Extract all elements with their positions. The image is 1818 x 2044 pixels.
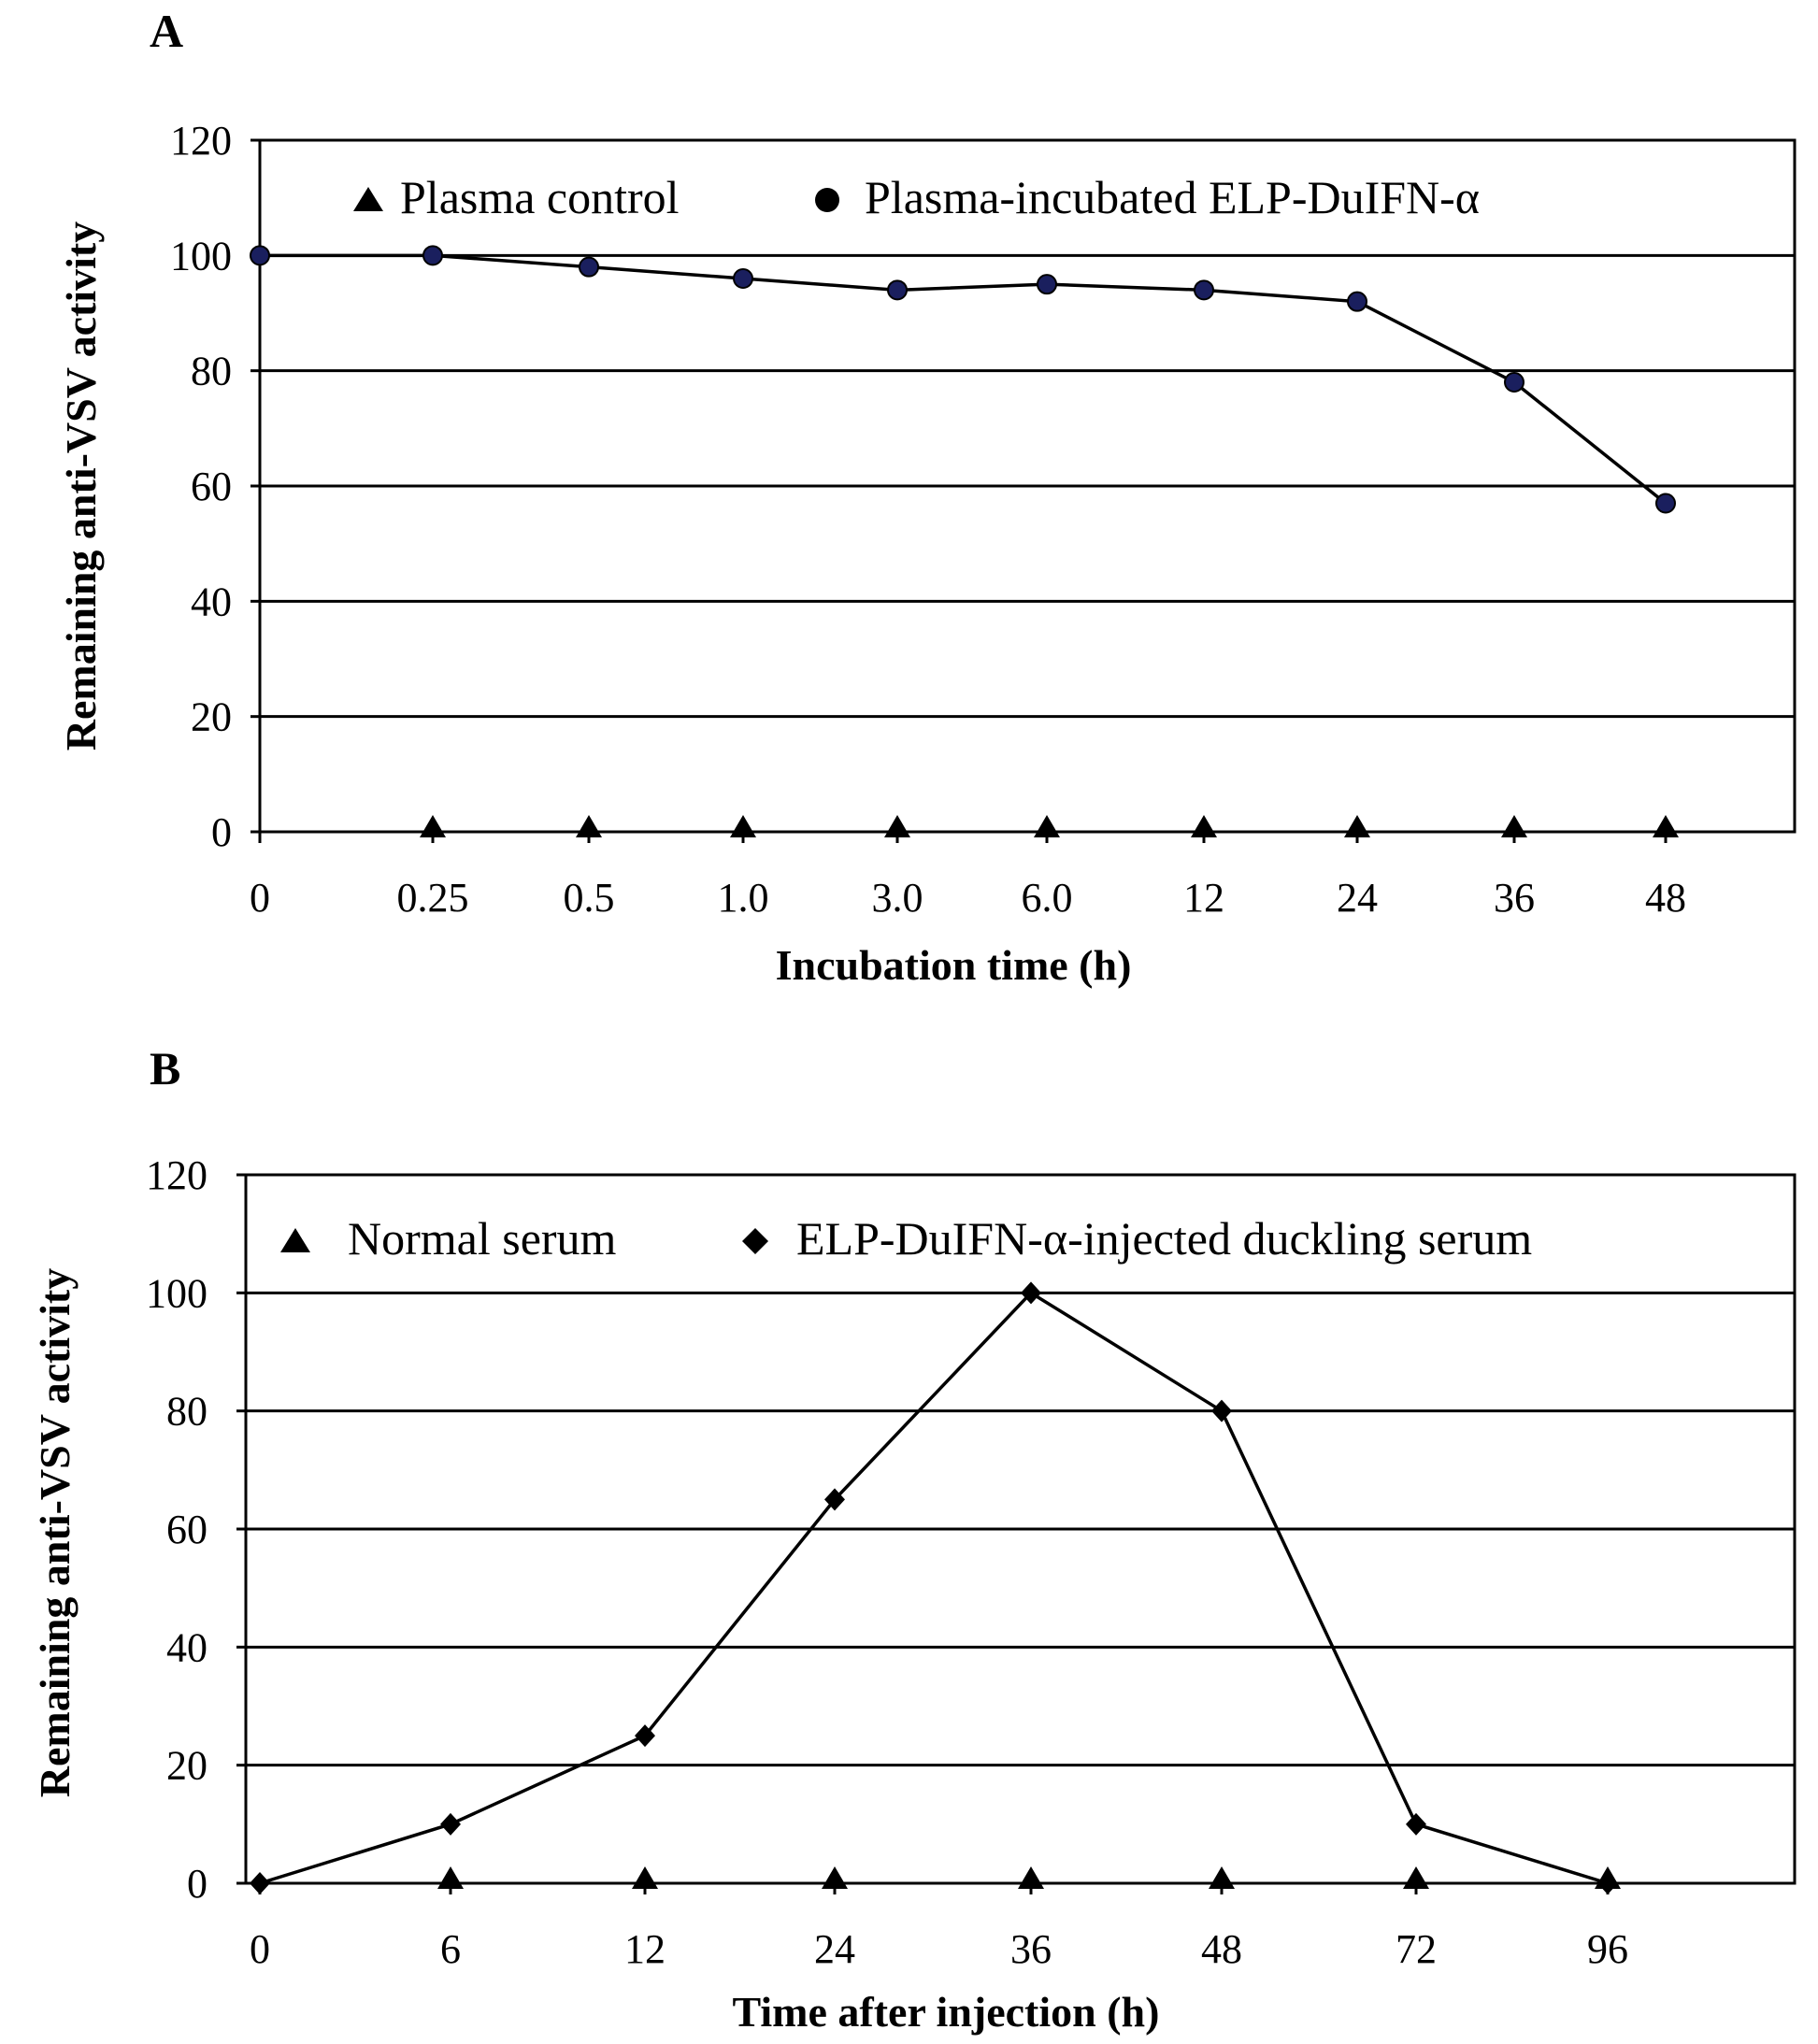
x-tick-label: 48 [1645,875,1686,921]
data-point-circle [1655,493,1676,514]
data-point-diamond [635,1724,655,1748]
data-point-circle [1194,279,1214,301]
y-tick-label: 80 [166,1389,208,1435]
data-point-triangle [1209,1866,1235,1889]
data-point-triangle [1034,815,1060,837]
data-point-circle [250,245,270,266]
data-point-diamond [440,1812,461,1836]
data-point-circle [1504,372,1525,393]
chart-panel-a: A 0 20 40 60 80 100 120 0 0.25 0.5 1.0 3.0 6.0 12 24 3… [57,5,1797,989]
x-tick-label: 0.5 [564,875,615,921]
data-point-triangle [420,815,446,837]
y-tick-label: 0 [187,1861,208,1907]
series-group-b [250,1281,1621,1894]
legend-label-plasma-control: Plasma control [400,171,680,223]
data-point-diamond [1597,1872,1618,1894]
data-point-diamond [824,1488,845,1511]
legend-marker-circle-a [815,188,839,212]
panel-label-a: A [150,5,183,57]
x-tick-label: 48 [1201,1926,1242,1972]
y-tick-label: 60 [191,464,232,509]
x-tick-label: 24 [814,1926,855,1972]
data-point-triangle [884,815,910,837]
x-tick-label: 6.0 [1022,875,1073,921]
y-tick-labels-a: 0 20 40 60 80 100 120 [170,118,260,855]
y-tick-label: 20 [191,694,232,740]
y-tick-label: 100 [146,1270,208,1316]
data-point-triangle [1403,1866,1429,1889]
x-tick-label: 12 [1183,875,1224,921]
data-point-diamond [1021,1281,1041,1305]
data-point-diamond [1211,1399,1232,1422]
data-point-circle [733,268,753,289]
x-tick-labels-b: 0 6 12 24 36 48 72 96 [250,1883,1628,1972]
x-tick-label: 0 [250,1926,270,1972]
x-axis-title-a: Incubation time (h) [776,941,1132,989]
data-point-diamond [250,1872,270,1894]
x-tick-label: 36 [1010,1926,1052,1972]
series-line-a [260,253,1668,505]
x-tick-label: 1.0 [718,875,769,921]
legend-label-plasma-incubated: Plasma-incubated ELP-DuIFN-α [865,171,1480,223]
y-tick-label: 100 [170,233,232,279]
x-tick-label: 12 [624,1926,666,1972]
data-point-triangle [1501,815,1527,837]
data-point-triangle [1018,1866,1044,1889]
data-point-diamond [1406,1812,1426,1836]
data-point-circle [1347,291,1367,312]
grid-lines-a [260,253,1795,719]
y-tick-label: 120 [170,118,232,164]
data-point-circle [422,245,443,266]
x-tick-label: 72 [1396,1926,1437,1972]
x-tick-labels-a: 0 0.25 0.5 1.0 3.0 6.0 12 24 36 48 [250,832,1686,921]
grid-lines-b [246,1291,1795,1767]
data-point-triangle [576,815,602,837]
data-point-triangle [632,1866,658,1889]
legend-label-injected-serum: ELP-DuIFN-α-injected duckling serum [796,1212,1532,1265]
legend-marker-triangle-b [280,1228,310,1252]
x-tick-label: 96 [1587,1926,1628,1972]
y-tick-label: 60 [166,1507,208,1552]
data-point-triangle [437,1866,464,1889]
data-point-triangle [822,1866,848,1889]
y-axis-title-b: Remaining anti-VSV activity [31,1268,79,1798]
data-point-triangle [730,815,756,837]
legend-marker-triangle-a [353,187,383,211]
x-tick-label: 0.25 [397,875,469,921]
data-point-circle [1037,274,1057,295]
x-tick-label: 24 [1337,875,1378,921]
data-point-triangle [1191,815,1217,837]
x-axis-title-b: Time after injection (h) [733,1988,1160,2036]
x-tick-label: 0 [250,875,270,921]
y-tick-label: 40 [166,1624,208,1670]
data-point-triangle [1344,815,1370,837]
panel-label-b: B [150,1042,180,1094]
y-tick-labels-b: 0 20 40 60 80 100 120 [146,1152,246,1907]
data-point-circle [579,256,599,278]
legend-b: Normal serum ELP-DuIFN-α-injected duckli… [280,1212,1532,1265]
y-tick-label: 40 [191,579,232,624]
legend-a: Plasma control Plasma-incubated ELP-DuIF… [353,171,1480,223]
y-tick-label: 20 [166,1743,208,1789]
y-tick-label: 80 [191,349,232,394]
series-line-b [259,1291,1609,1885]
data-point-circle [887,279,908,301]
chart-panel-b: B 0 20 40 60 80 100 120 0 6 12 24 36 48 72 96 Normal … [31,1042,1797,2036]
x-tick-label: 36 [1494,875,1535,921]
y-tick-label: 120 [146,1152,208,1198]
y-axis-title-a: Remaining anti-VSV activity [57,222,105,751]
data-point-triangle [1653,815,1679,837]
y-tick-label: 0 [211,809,232,855]
x-tick-label: 6 [440,1926,461,1972]
legend-label-normal-serum: Normal serum [348,1212,617,1265]
x-tick-label: 3.0 [872,875,923,921]
series-group-a [250,245,1679,837]
legend-marker-diamond-b [742,1228,768,1254]
